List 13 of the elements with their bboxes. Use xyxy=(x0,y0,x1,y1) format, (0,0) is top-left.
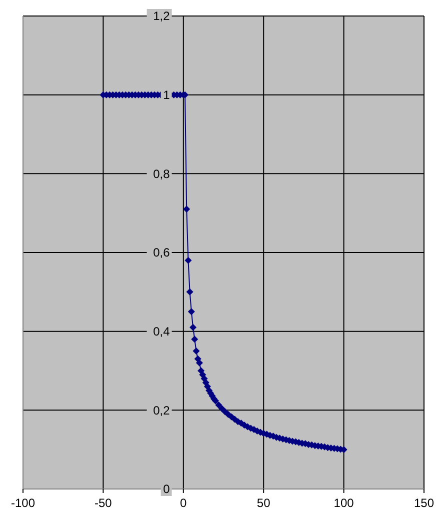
y-tick-label: 1 xyxy=(163,88,170,102)
y-tick-label: 0,2 xyxy=(153,403,170,418)
x-tick-label: 100 xyxy=(334,496,354,510)
y-tick-label: 0 xyxy=(163,482,170,496)
y-tick-label: 0,8 xyxy=(153,166,170,181)
x-tick-label: 150 xyxy=(414,496,434,510)
x-tick-label: 0 xyxy=(180,496,188,510)
y-tick-label: 0,6 xyxy=(153,246,170,260)
x-tick-label: -50 xyxy=(94,496,112,510)
x-tick-label: 50 xyxy=(256,496,271,510)
x-tick-label: -100 xyxy=(10,496,36,510)
y-tick-label: 0,4 xyxy=(153,324,170,339)
y-tick-label: 1,2 xyxy=(153,9,170,24)
